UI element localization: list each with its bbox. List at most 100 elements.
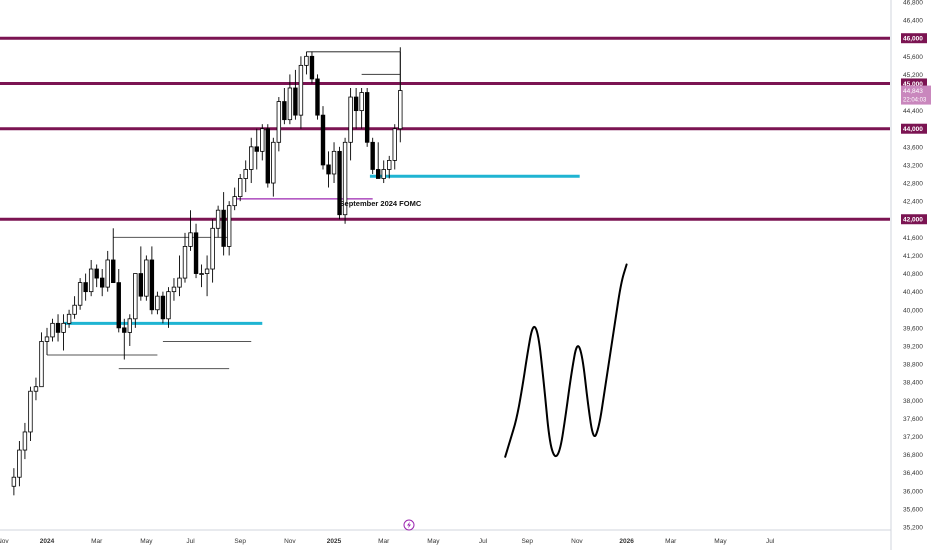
y-tick-label: 40,000 (903, 307, 923, 314)
y-tick-label: 46,800 (903, 0, 923, 7)
candle-body (127, 318, 132, 333)
candle-body (105, 259, 110, 288)
candle-body (177, 277, 182, 288)
y-tick-label: 37,600 (903, 416, 923, 423)
candle-body (232, 196, 237, 207)
candle-body (133, 273, 138, 320)
candle-body (326, 164, 331, 175)
candle-body (392, 128, 397, 161)
candle-body (293, 87, 298, 116)
candle-body (122, 327, 127, 333)
x-tick-label: Mar (665, 538, 677, 545)
candle-body (353, 96, 359, 112)
candle-body (166, 291, 171, 320)
candle-body (144, 259, 149, 297)
price-axis[interactable]: 35,200 35,600 36,000 36,400 36,800 37,200 37,6… (890, 0, 932, 550)
y-tick-label: 36,000 (903, 488, 923, 495)
current-price-label: 44,843 (903, 88, 923, 95)
candle-body (304, 55, 309, 66)
projection-drawing (504, 263, 628, 458)
candle-body (66, 313, 72, 324)
time-axis[interactable]: Nov 2024 Mar May Jul Sep Nov 2025 Mar May Jul Sep No… (0, 529, 891, 545)
candle-body (370, 141, 375, 170)
candle-body (221, 209, 226, 247)
y-tick-label: 46,400 (903, 18, 923, 25)
candles (11, 47, 403, 496)
current-price-time: 22:04:03 (903, 98, 927, 104)
x-tick-label: Nov (284, 538, 296, 545)
candle-body (215, 209, 221, 229)
x-tick-label: Sep (234, 538, 246, 545)
candle-body (88, 268, 94, 293)
y-tick-label: 43,200 (903, 162, 923, 169)
x-tick-label: Jul (479, 538, 488, 545)
candle-body (254, 146, 259, 152)
candle-body (188, 232, 193, 247)
candle-body (276, 101, 282, 143)
candle-body (243, 169, 248, 179)
x-tick-label: 2026 (619, 538, 634, 545)
x-tick-label: 2025 (327, 538, 342, 545)
level-label: 45,000 (903, 81, 923, 88)
candle-body (265, 128, 270, 184)
lightning-circle (403, 519, 415, 531)
lightning-bolt (407, 521, 411, 529)
candle-body (398, 90, 403, 130)
trend-segments (47, 51, 580, 370)
candle-body (309, 55, 315, 80)
candle-body (50, 322, 55, 338)
x-tick-label: 2024 (40, 538, 55, 545)
candle-body (28, 390, 33, 433)
x-tick-label: May (427, 538, 440, 545)
candle-body (182, 245, 188, 279)
candle-body (116, 282, 121, 329)
candle-body (22, 431, 28, 451)
y-tick-label: 44,400 (903, 108, 923, 115)
y-tick-label: 40,800 (903, 271, 923, 278)
candle-body (282, 101, 287, 121)
y-tick-label: 36,800 (903, 452, 923, 459)
y-tick-label: 40,400 (903, 289, 923, 296)
candle-body (55, 322, 61, 333)
level-label-bg (901, 214, 927, 225)
candle-body (260, 128, 265, 152)
y-tick-label: 39,600 (903, 325, 923, 332)
candle-body (100, 277, 105, 288)
candle-body (171, 286, 177, 293)
level-label: 42,000 (903, 217, 923, 224)
level-label-bg (901, 123, 927, 134)
candle-body (33, 386, 39, 392)
x-tick-label: Sep (521, 538, 533, 545)
x-tick-label: Nov (571, 538, 583, 545)
candle-body (17, 449, 22, 478)
candle-body (375, 169, 381, 179)
y-tick-label: 39,200 (903, 343, 923, 350)
candle-body (237, 178, 243, 198)
candle-body (72, 304, 77, 315)
candle-body (381, 169, 386, 179)
x-tick-label: May (140, 538, 153, 545)
y-tick-label: 36,400 (903, 470, 923, 477)
candle-body (149, 259, 155, 311)
candle-body (364, 92, 370, 143)
level-label-bg (901, 33, 927, 44)
y-tick-label: 43,600 (903, 144, 923, 151)
candle-body (210, 227, 215, 270)
y-tick-label: 41,200 (903, 253, 923, 260)
x-tick-label: Jul (186, 538, 195, 545)
candle-body (94, 268, 99, 279)
chart-icons (403, 519, 415, 531)
candle-body (39, 341, 44, 388)
candle-body (204, 268, 210, 274)
y-tick-label: 41,600 (903, 235, 923, 242)
x-tick-label: Jul (766, 538, 775, 545)
candle-body (193, 232, 199, 274)
y-tick-label: 42,400 (903, 199, 923, 206)
annotations: September 2024 FOMC (340, 199, 422, 208)
y-tick-label: 35,600 (903, 506, 923, 513)
x-tick-label: Mar (378, 538, 390, 545)
y-tick-label: 45,200 (903, 72, 923, 79)
candle-body (315, 78, 320, 116)
x-tick-label: Nov (0, 538, 9, 545)
